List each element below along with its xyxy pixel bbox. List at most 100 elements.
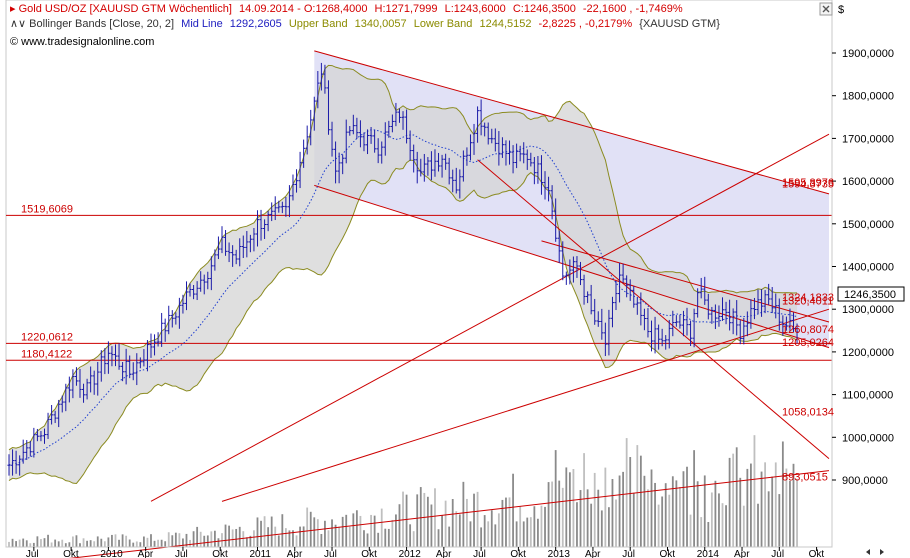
price-bar <box>294 169 299 193</box>
volume-bar <box>277 535 280 547</box>
price-bar <box>791 312 796 333</box>
price-bar <box>202 274 206 295</box>
price-bar <box>571 256 576 283</box>
price-bar <box>664 335 668 350</box>
copyright: © www.tradesignalonline.com <box>10 36 154 48</box>
price-bar <box>316 71 320 109</box>
volume-bar <box>231 529 234 547</box>
volume-bar <box>96 536 99 547</box>
price-bar <box>745 311 749 337</box>
price-bar <box>216 236 221 260</box>
price-bar <box>252 227 256 252</box>
volume-bar <box>128 539 131 547</box>
price-bar <box>199 271 203 292</box>
svg-text:∧∨ Bollinger Bands [Clos: ∧∨ Bollinger Bands [Close, 20, 2] Mid Li… <box>10 18 720 30</box>
volume-bar <box>370 514 372 547</box>
volume-bar <box>412 531 415 547</box>
indicator-name: Bollinger Bands [Close, 20, 2] <box>29 18 174 30</box>
volume-bar <box>750 463 752 547</box>
last-price-label: 1246,3500 <box>844 289 896 301</box>
volume-bar <box>178 533 181 547</box>
volume-bar <box>125 535 128 547</box>
price-bar <box>433 149 437 177</box>
scroll-right-button[interactable] <box>880 549 884 555</box>
price-bar <box>550 185 554 220</box>
price-bar <box>64 383 68 412</box>
volume-bar <box>36 536 39 547</box>
price-bar <box>120 362 125 382</box>
volume-bar <box>135 541 138 547</box>
price-bar <box>589 284 593 315</box>
lower-band-line <box>8 159 798 484</box>
volume-bar <box>153 540 156 547</box>
price-bar <box>397 108 402 123</box>
price-bar <box>248 234 252 253</box>
price-bar <box>106 341 110 374</box>
price-bar <box>422 153 426 182</box>
x-axis: Jul Okt 2010 Apr Jul Okt 2011 Apr Jul Okt 2012 Apr J… <box>6 546 832 558</box>
volume-bar <box>625 438 628 547</box>
x-tick-label: Jul <box>324 549 337 558</box>
trendlines <box>68 50 830 558</box>
svg-text:▸ Gold USD/OZ [XAUUSD GT: ▸ Gold USD/OZ [XAUUSD GTM Wöchentlich] 1… <box>10 3 683 15</box>
price-bar <box>390 114 394 133</box>
price-bar <box>394 102 398 127</box>
y-tick-label: 1900,0000 <box>842 48 894 60</box>
volume-bar <box>721 503 724 547</box>
price-bar <box>607 309 611 356</box>
price-bar <box>312 96 316 131</box>
x-tick-label: Apr <box>734 549 750 558</box>
volume-bar <box>245 537 248 547</box>
volume-bar <box>409 524 412 547</box>
volume-bar <box>725 505 727 547</box>
price-bar <box>380 141 384 164</box>
price-bar <box>174 312 178 325</box>
volume-bar <box>64 543 67 547</box>
close-button[interactable] <box>819 2 833 16</box>
price-bar <box>57 399 61 428</box>
price-bar <box>436 152 441 172</box>
x-tick-label: Jul <box>473 549 486 558</box>
price-bar <box>195 281 199 301</box>
volume-bar <box>469 521 472 547</box>
volume-bar <box>519 506 522 547</box>
price-bar <box>373 129 377 153</box>
price-bar <box>362 132 366 152</box>
price-bar <box>493 128 497 152</box>
header-change-pct: -1,7469% <box>636 3 683 15</box>
price-bar <box>497 131 501 166</box>
volume-bar <box>111 534 113 547</box>
volume-bar <box>647 489 649 547</box>
price-bar <box>610 296 615 328</box>
volume-bar <box>192 531 195 547</box>
volume-bar <box>164 541 167 547</box>
price-bar <box>781 315 785 336</box>
y-tick-label: 1200,0000 <box>842 347 894 359</box>
volume-bar <box>785 468 788 547</box>
price-bar <box>124 348 128 385</box>
price-bar <box>575 256 579 278</box>
volume-bar <box>622 471 625 547</box>
volume-bar <box>565 467 568 547</box>
volume-bar <box>700 517 703 547</box>
price-bar <box>646 308 650 338</box>
volume-bar <box>139 542 142 547</box>
price-bar <box>39 431 43 442</box>
price-bar <box>46 412 50 439</box>
last-price-box: 1246,3500 <box>837 286 905 302</box>
price-bar <box>412 144 416 173</box>
price-bar <box>170 310 174 328</box>
price-bar <box>632 285 636 308</box>
price-bar <box>596 311 600 327</box>
volume-bar <box>547 482 550 547</box>
price-bar <box>298 151 302 189</box>
price-bar <box>351 114 355 135</box>
volume-bar <box>760 471 763 547</box>
volume-bar <box>753 435 756 547</box>
volume-bar <box>483 515 486 547</box>
price-bar <box>184 281 189 311</box>
volume-bar <box>302 526 305 547</box>
scroll-left-button[interactable] <box>866 549 870 555</box>
price-bar <box>671 310 675 337</box>
mid-line-value: 1292,2605 <box>230 18 282 30</box>
